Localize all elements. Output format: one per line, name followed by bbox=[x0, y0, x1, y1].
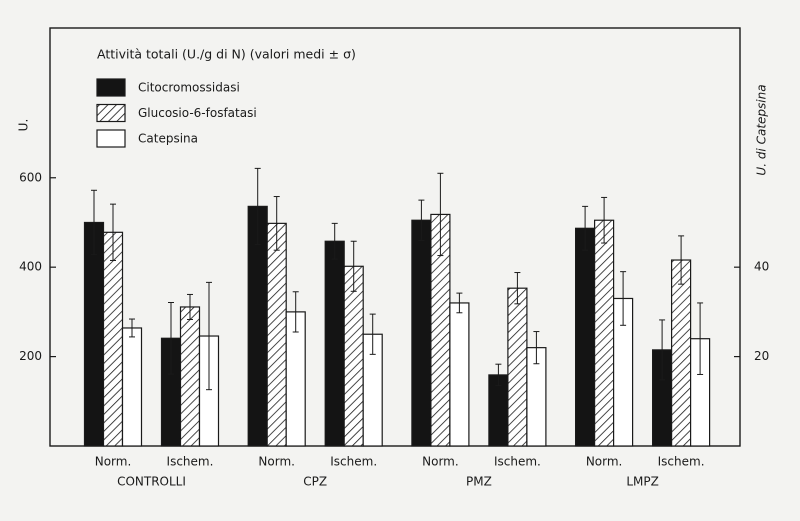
bar bbox=[266, 222, 287, 447]
x-tick-label: Ischem. bbox=[330, 455, 377, 469]
bar bbox=[670, 259, 692, 447]
bar bbox=[507, 287, 528, 447]
x-tick-label: Norm. bbox=[422, 455, 459, 469]
bar bbox=[324, 240, 345, 447]
bar bbox=[83, 221, 105, 447]
y2-tick-label: 20 bbox=[754, 349, 769, 363]
x-tick-label: Norm. bbox=[258, 455, 295, 469]
legend-label: Citocromossidasi bbox=[138, 81, 240, 95]
legend-swatch bbox=[96, 78, 126, 97]
legend-swatch bbox=[96, 103, 126, 123]
bar bbox=[449, 302, 470, 447]
y2-tick-label: 40 bbox=[754, 260, 769, 274]
y2-axis-label: U. di Catepsina bbox=[755, 84, 769, 175]
bar bbox=[121, 327, 143, 447]
bar bbox=[411, 219, 432, 447]
x-tick-label: Ischem. bbox=[167, 455, 214, 469]
y-tick-label: 200 bbox=[19, 349, 42, 363]
x-tick-label: Ischem. bbox=[658, 455, 705, 469]
y-tick-label: 600 bbox=[19, 170, 42, 184]
y-tick-label: 400 bbox=[19, 260, 42, 274]
x-tick-label: Norm. bbox=[95, 455, 132, 469]
bar bbox=[574, 227, 596, 447]
x-tick-label: Norm. bbox=[586, 455, 623, 469]
bar bbox=[102, 231, 124, 447]
bar bbox=[593, 219, 615, 447]
y-axis-label: U. bbox=[17, 119, 31, 132]
bar bbox=[343, 265, 364, 447]
group-label: CONTROLLI bbox=[117, 475, 186, 489]
group-label: LMPZ bbox=[626, 475, 659, 489]
group-label: PMZ bbox=[466, 475, 492, 489]
chart-title: Attività totali (U./g di N) (valori medi… bbox=[97, 47, 356, 62]
bar bbox=[179, 306, 201, 447]
x-tick-label: Ischem. bbox=[494, 455, 541, 469]
legend-label: Catepsina bbox=[138, 132, 198, 146]
legend-swatch bbox=[96, 129, 126, 148]
plot-frame bbox=[49, 27, 741, 447]
legend-label: Glucosio-6-fosfatasi bbox=[138, 106, 257, 120]
group-label: CPZ bbox=[303, 475, 327, 489]
